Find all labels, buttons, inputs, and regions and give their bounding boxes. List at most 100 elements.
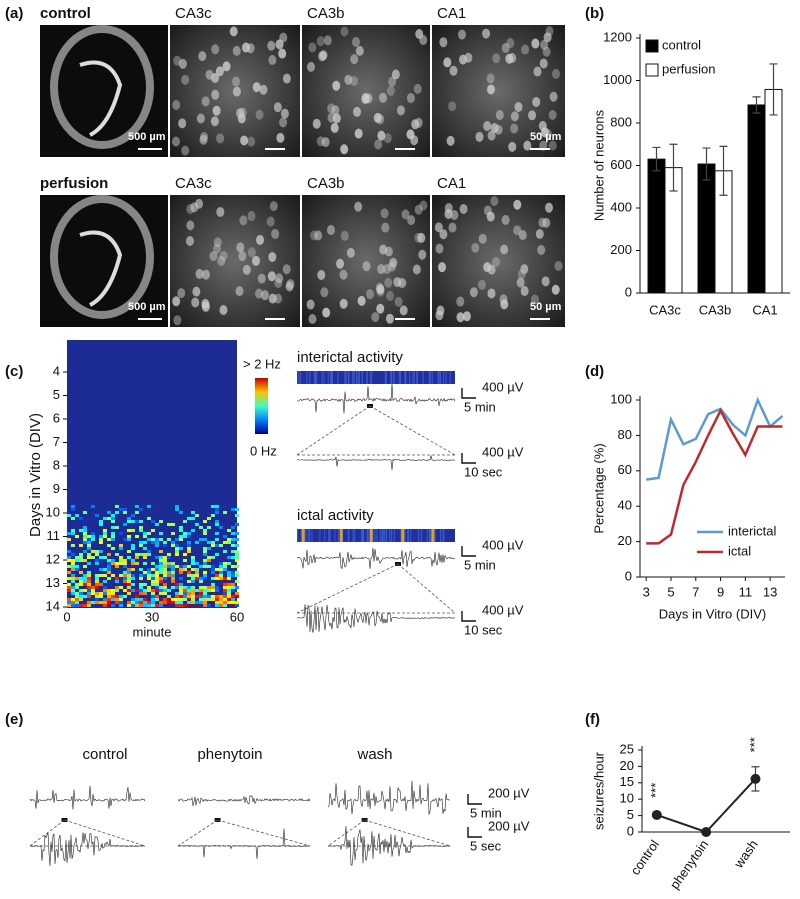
cell [195,268,204,279]
heatmap-cell [151,580,155,583]
activity-stripe [393,371,395,384]
heatmap-cell [147,505,151,508]
cell [191,297,200,308]
cell [202,269,211,280]
heatmap-cell [167,553,171,556]
x-tick-label: control [627,837,662,878]
heatmap-cell [159,589,163,592]
heatmap-cell [227,571,231,574]
activity-stripe [401,529,405,542]
heatmap-cell [235,565,239,568]
heatmap-cell [75,586,79,589]
cell [384,277,393,288]
heatmap-cell [227,541,231,544]
heatmap-cell [179,598,183,601]
heatmap-cell [223,583,227,586]
y-tick-label: 1200 [603,29,632,44]
cell [252,255,261,266]
heatmap-cell [119,556,123,559]
cell [539,58,548,69]
region-label: CA3b [307,175,345,192]
cell [217,255,226,266]
heatmap-cell [67,571,71,574]
heatmap-cell [79,598,83,601]
heatmap-cell [107,604,111,607]
cell [219,250,228,261]
bar [647,158,666,294]
heatmap-cell [87,601,91,604]
heatmap-cell [91,538,95,541]
heatmap-cell [155,574,159,577]
cell [350,54,359,65]
heatmap-cell [231,550,235,553]
activity-stripe [324,529,326,542]
activity-stripe [385,371,387,384]
heatmap-cell [179,535,183,538]
heatmap-cell [87,586,91,589]
heatmap-cell [135,556,139,559]
heatmap-cell [139,568,143,571]
x-tick-label: CA3b [699,302,732,317]
heatmap-cell [115,553,119,556]
heatmap-cell [211,556,215,559]
cell [273,102,282,113]
heatmap-cell [143,601,147,604]
heatmap-cell [159,580,163,583]
heatmap-cell [215,553,219,556]
heatmap-cell [231,586,235,589]
cell [178,118,187,129]
heatmap-cell [199,577,203,580]
activity-stripe [352,529,354,542]
heatmap-cell [115,505,119,508]
cell [483,205,492,216]
heatmap-cell [203,595,207,598]
cell [381,222,390,233]
region-label: CA3c [175,5,212,22]
heatmap-cell [187,601,191,604]
activity-stripe [407,529,409,542]
heatmap-cell [155,580,159,583]
cell [388,76,397,87]
heatmap-cell [147,574,151,577]
heatmap-cell [139,598,143,601]
heatmap-cell [223,598,227,601]
heatmap-cell [111,598,115,601]
heatmap-cell [163,592,167,595]
cell [396,105,405,116]
heatmap-cell [203,553,207,556]
heatmap-cell [83,538,87,541]
heatmap-cell [127,592,131,595]
trace-title: ictal activity [297,507,374,524]
heatmap-cell [111,595,115,598]
heatmap-cell [135,535,139,538]
heatmap-cell [143,574,147,577]
heatmap-cell [159,571,163,574]
heatmap-cell [67,601,71,604]
heatmap-cell [183,520,187,523]
heatmap-cell [179,592,183,595]
heatmap-cell [219,604,223,607]
activity-stripe [440,371,442,384]
cell [551,68,560,79]
cell [435,243,444,254]
heatmap-cell [187,586,191,589]
activity-stripe [391,371,393,384]
heatmap-cell [211,589,215,592]
heatmap-cell [155,565,159,568]
cell [222,61,231,72]
heatmap-cell [179,571,183,574]
heatmap-cell [203,529,207,532]
heatmap-cell [175,601,179,604]
heatmap-cell [67,589,71,592]
cell [282,73,291,84]
activity-stripe [305,529,307,542]
cell [320,287,329,298]
scale-label: 400 µV [482,444,524,459]
activity-stripe [361,371,363,384]
heatmap-cell [151,562,155,565]
x-tick-label: wash [730,837,760,871]
heatmap-cell [111,535,115,538]
heatmap-cell [107,601,111,604]
point [750,773,761,784]
